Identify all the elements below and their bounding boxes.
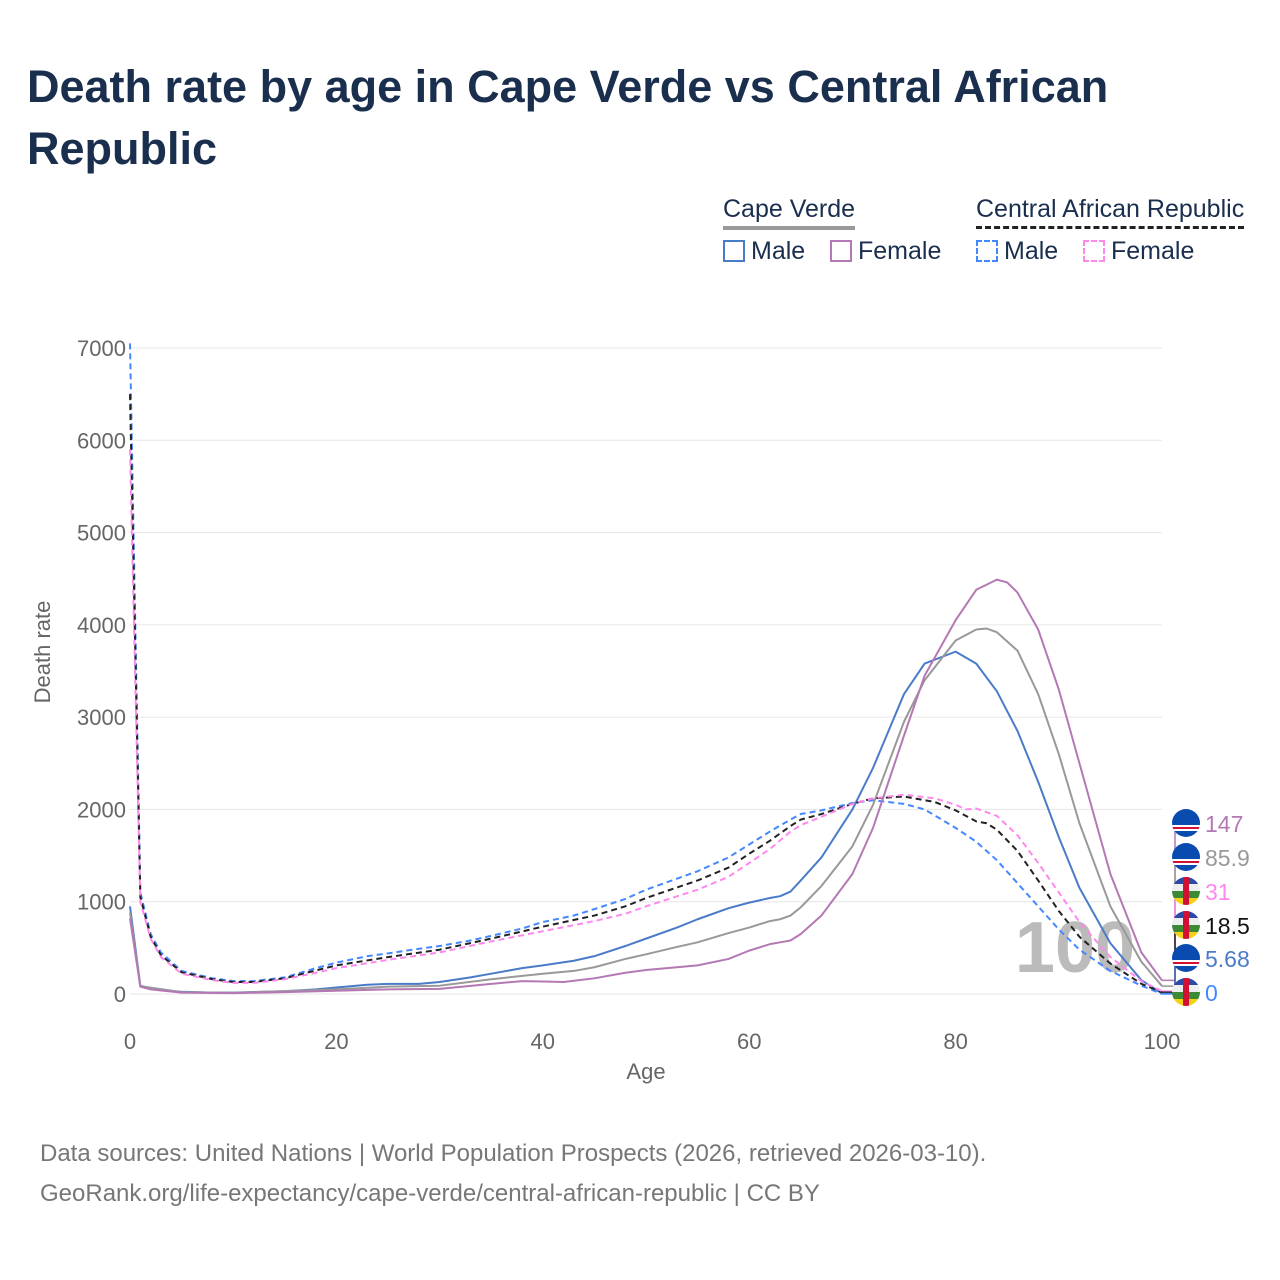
- legend-label: Female: [1111, 237, 1195, 265]
- chart-title: Death rate by age in Cape Verde vs Centr…: [27, 61, 1109, 174]
- central-african-republic-flag-icon: [1172, 877, 1200, 905]
- legend-label: Female: [858, 237, 942, 265]
- footer-sources: Data sources: United Nations | World Pop…: [40, 1140, 987, 1167]
- end-value-label: 18.5: [1205, 913, 1250, 939]
- y-tick-label: 1000: [77, 890, 126, 915]
- end-value-label: 0: [1205, 980, 1218, 1006]
- y-tick-label: 4000: [77, 613, 126, 638]
- cape-verde-flag-icon: [1172, 944, 1200, 972]
- cape-verde-flag-icon: [1172, 843, 1200, 871]
- x-tick-label: 80: [943, 1029, 967, 1054]
- series-line-central-african-republic-female[interactable]: [129, 449, 1163, 993]
- x-tick-label: 20: [324, 1029, 348, 1054]
- series-line-cape-verde-male[interactable]: [129, 650, 1163, 995]
- legend-item-car-male[interactable]: Male: [976, 236, 1058, 266]
- series-line-cape-verde[interactable]: [129, 627, 1163, 994]
- legend-group-title: Cape Verde: [723, 194, 856, 230]
- legend-swatch: [830, 240, 852, 262]
- series-line-central-african-republic[interactable]: [129, 394, 1163, 994]
- y-tick-label: 5000: [77, 521, 126, 546]
- central-african-republic-flag-icon: [1172, 911, 1200, 939]
- x-tick-label: 100: [1144, 1029, 1181, 1054]
- end-value-label: 147: [1205, 811, 1243, 837]
- series-line-cape-verde-female[interactable]: [129, 578, 1163, 995]
- cape-verde-flag-icon: [1172, 809, 1200, 837]
- x-tick-label: 60: [737, 1029, 761, 1054]
- central-african-republic-flag-icon: [1172, 978, 1200, 1006]
- y-tick-label: 6000: [77, 428, 126, 453]
- end-value-label: 31: [1205, 879, 1231, 905]
- x-axis-label: Age: [626, 1059, 665, 1084]
- legend-swatch: [1083, 240, 1105, 262]
- footer-link[interactable]: GeoRank.org/life-expectancy/cape-verde/c…: [40, 1180, 820, 1207]
- legend-label: Male: [751, 237, 806, 265]
- legend-group-car[interactable]: Central African Republic: [976, 194, 1245, 229]
- legend-item-cv-female[interactable]: Female: [830, 236, 941, 266]
- legend-label: Male: [1004, 237, 1059, 265]
- x-tick-label: 0: [124, 1029, 136, 1054]
- y-axis-label: Death rate: [30, 601, 55, 704]
- legend-group-cape-verde[interactable]: Cape Verde: [723, 194, 856, 230]
- end-value-label: 5.68: [1205, 946, 1250, 972]
- x-tick-label: 40: [531, 1029, 555, 1054]
- y-tick-label: 0: [114, 982, 126, 1007]
- series-line-central-african-republic-male[interactable]: [129, 343, 1163, 995]
- legend-swatch: [976, 240, 998, 262]
- legend-item-car-female[interactable]: Female: [1083, 236, 1194, 266]
- y-tick-label: 3000: [77, 705, 126, 730]
- end-label-connector: [1162, 890, 1180, 992]
- legend-swatch: [723, 240, 745, 262]
- y-tick-label: 7000: [77, 336, 126, 361]
- y-tick-label: 2000: [77, 797, 126, 822]
- end-value-label: 85.9: [1205, 845, 1250, 871]
- legend-item-cv-male[interactable]: Male: [723, 236, 805, 266]
- legend-group-title: Central African Republic: [976, 194, 1245, 229]
